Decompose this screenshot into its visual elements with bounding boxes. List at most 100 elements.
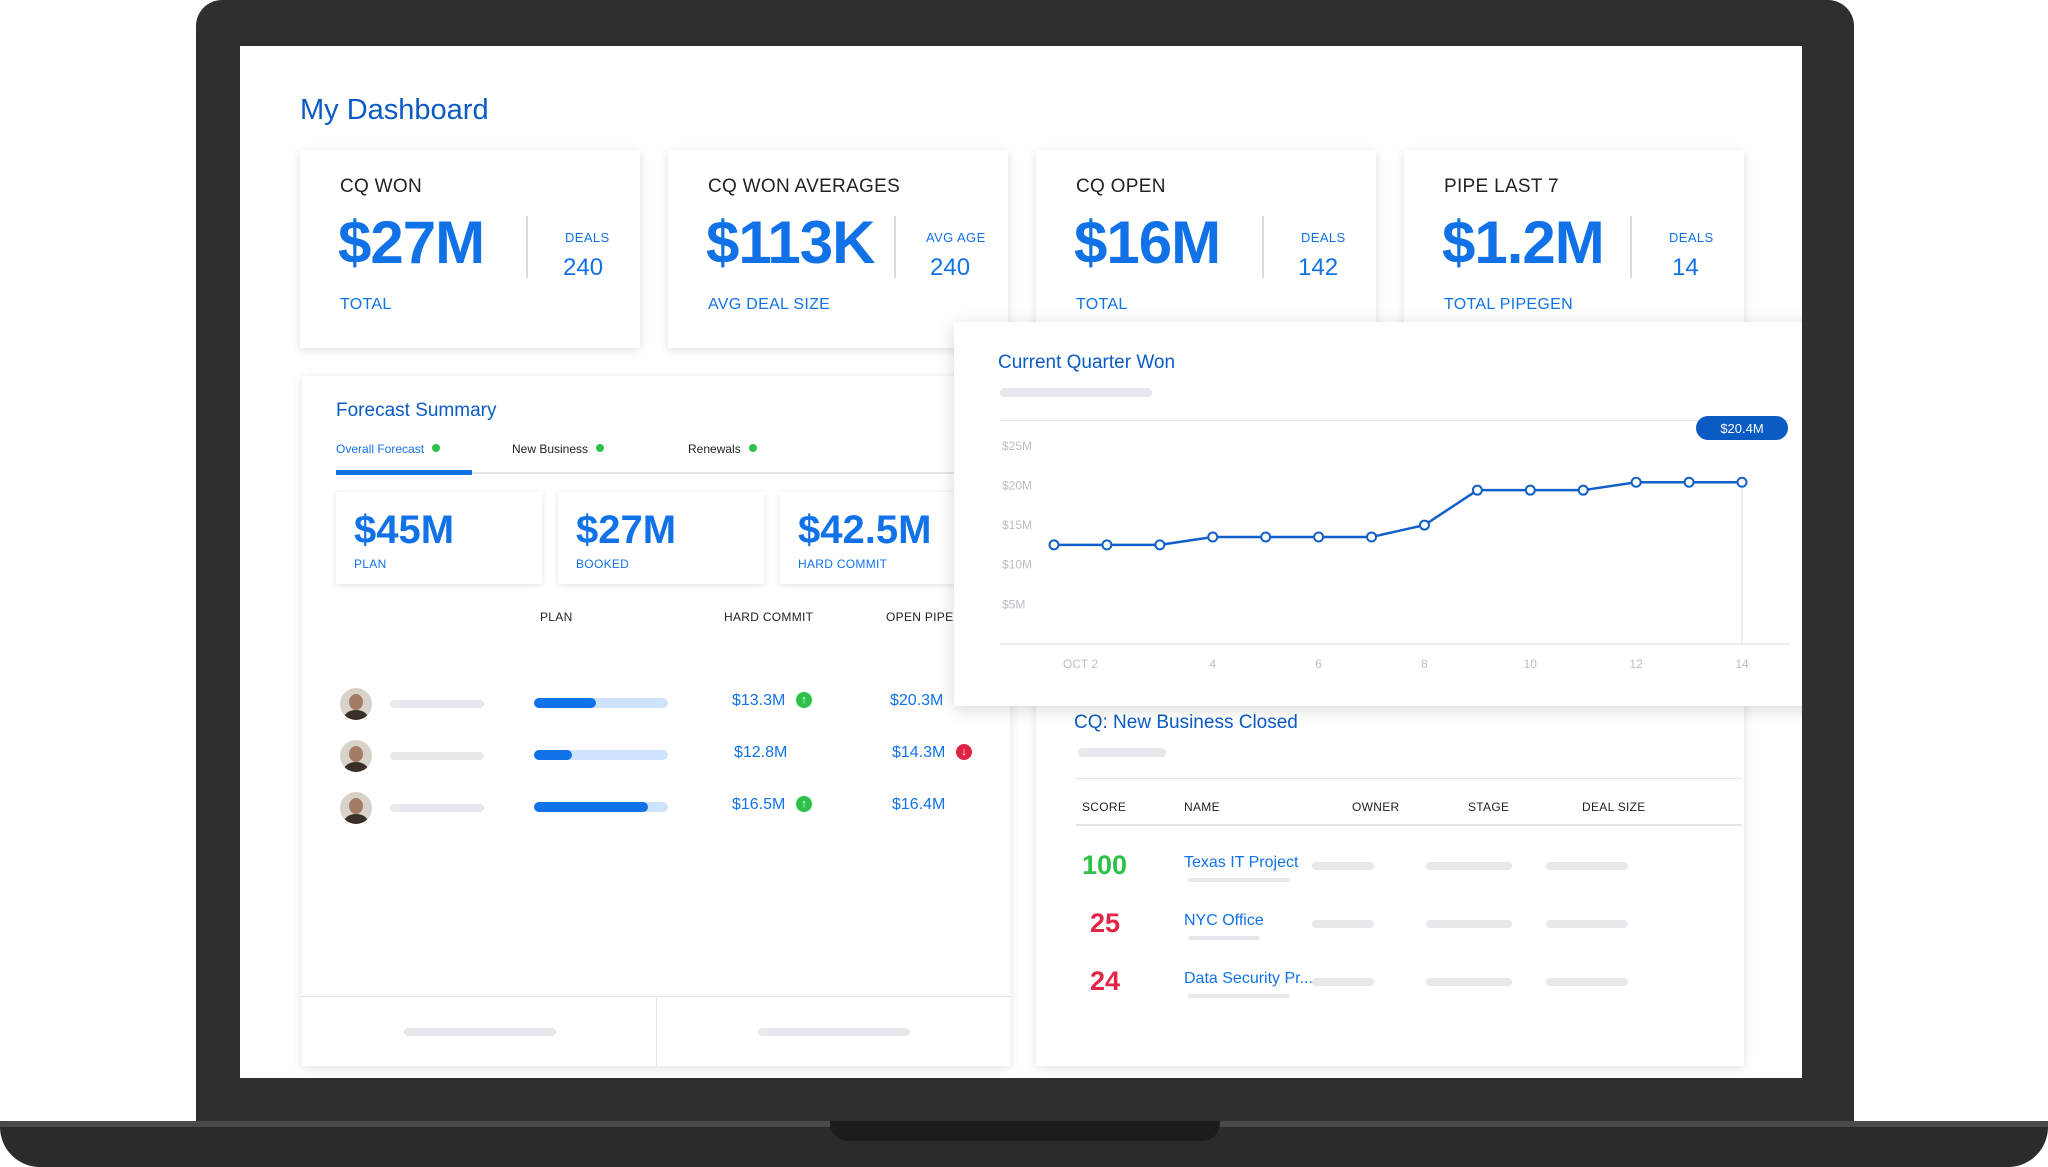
- column-header-score: SCORE: [1082, 800, 1127, 814]
- kpi-sub-label: DEALS: [565, 230, 610, 245]
- chart-subtitle-placeholder: [1000, 388, 1152, 397]
- data-point: [1524, 484, 1536, 496]
- data-point: [1048, 539, 1060, 551]
- plan-progress-bar: [534, 698, 668, 708]
- plan-progress-fill: [534, 750, 572, 760]
- tab-overall-forecast[interactable]: Overall Forecast: [336, 442, 441, 456]
- footer-placeholder: [404, 1028, 556, 1036]
- plan-summary-card[interactable]: $45M PLAN: [336, 492, 542, 584]
- column-header-plan: PLAN: [540, 610, 573, 624]
- deal-name-link[interactable]: Data Security Pr...: [1184, 970, 1313, 987]
- avatar[interactable]: [340, 740, 372, 772]
- status-dot: [432, 444, 441, 452]
- kpi-card-cq-won-averages[interactable]: CQ WON AVERAGES $113K AVG AGE 240 AVG DE…: [668, 150, 1008, 348]
- name-placeholder: [390, 804, 484, 812]
- x-tick-label: 14: [1735, 657, 1749, 671]
- plan-progress-bar: [534, 750, 668, 760]
- current-quarter-won-chart-card: Current Quarter Won $5M $10M $15M $20M $25M O…: [954, 322, 1802, 706]
- table-top-divider: [1076, 778, 1742, 779]
- status-dot: [596, 444, 605, 452]
- hard-commit-value: $16.5M: [732, 796, 786, 813]
- plan-progress-fill: [534, 698, 596, 708]
- open-pipe-value: $20.3M: [890, 692, 944, 709]
- subtitle-placeholder: [1078, 748, 1166, 757]
- kpi-divider: [894, 216, 896, 278]
- open-pipe-value: $14.3M: [892, 744, 946, 761]
- summary-label: HARD COMMIT: [798, 557, 888, 571]
- hard-commit-value: $13.3M: [732, 692, 786, 709]
- page-title: My Dashboard: [300, 94, 489, 126]
- deal-name-link[interactable]: NYC Office: [1184, 912, 1264, 929]
- kpi-value: $27M: [338, 209, 485, 276]
- data-point: [1207, 531, 1219, 543]
- plan-progress-bar: [534, 802, 668, 812]
- deal-size-placeholder: [1546, 920, 1628, 928]
- data-point: [1366, 531, 1378, 543]
- name-underline-placeholder: [1188, 878, 1290, 882]
- data-point: [1260, 531, 1272, 543]
- kpi-card-cq-won[interactable]: CQ WON $27M DEALS 240 TOTAL: [300, 150, 640, 348]
- new-business-closed-panel: CQ: New Business Closed SCORE NAME OWNER…: [1036, 686, 1744, 1066]
- booked-summary-card[interactable]: $27M BOOKED: [558, 492, 764, 584]
- column-header-deal-size: DEAL SIZE: [1582, 800, 1646, 814]
- active-tab-indicator: [336, 470, 472, 475]
- kpi-label: CQ WON: [340, 176, 423, 197]
- plan-progress-fill: [534, 802, 648, 812]
- tab-label: New Business: [512, 442, 589, 456]
- summary-value: $45M: [354, 508, 455, 552]
- stage-placeholder: [1426, 920, 1512, 928]
- deal-size-placeholder: [1546, 978, 1628, 986]
- column-header-stage: STAGE: [1468, 800, 1510, 814]
- x-tick-label: OCT 2: [1063, 657, 1098, 671]
- kpi-card-pipe-last-7[interactable]: PIPE LAST 7 $1.2M DEALS 14 TOTAL PIPEGEN: [1404, 150, 1744, 348]
- score-value: 25: [1090, 908, 1121, 938]
- name-placeholder: [390, 752, 484, 760]
- owner-placeholder: [1312, 862, 1374, 870]
- data-point: [1630, 476, 1642, 488]
- name-placeholder: [390, 700, 484, 708]
- column-header-name: NAME: [1184, 800, 1220, 814]
- x-tick-label: 10: [1524, 657, 1538, 671]
- data-point: [1101, 539, 1113, 551]
- trend-down-icon: ↓: [956, 744, 972, 760]
- avatar[interactable]: [340, 688, 372, 720]
- chart-title: Current Quarter Won: [998, 352, 1176, 373]
- kpi-foot-label: TOTAL PIPEGEN: [1444, 296, 1573, 313]
- column-header-hard-commit: HARD COMMIT: [724, 610, 814, 624]
- y-tick-label: $20M: [1002, 478, 1032, 492]
- deal-name-link[interactable]: Texas IT Project: [1184, 854, 1299, 871]
- score-value: 100: [1082, 850, 1128, 880]
- column-header-open-pipe: OPEN PIPE: [886, 610, 954, 624]
- data-point: [1577, 484, 1589, 496]
- owner-placeholder: [1312, 978, 1374, 986]
- kpi-divider: [1630, 216, 1632, 278]
- kpi-label: CQ WON AVERAGES: [708, 176, 901, 197]
- tab-renewals[interactable]: Renewals: [688, 442, 757, 456]
- table-header-divider: [1076, 824, 1742, 826]
- name-underline-placeholder: [1188, 994, 1290, 998]
- tab-new-business[interactable]: New Business: [512, 442, 605, 456]
- x-tick-label: 6: [1315, 657, 1322, 671]
- avatar[interactable]: [340, 792, 372, 824]
- summary-label: PLAN: [354, 557, 387, 571]
- kpi-card-cq-open[interactable]: CQ OPEN $16M DEALS 142 TOTAL: [1036, 150, 1376, 348]
- kpi-value: $16M: [1074, 209, 1221, 276]
- kpi-sub-value: 142: [1298, 254, 1339, 281]
- kpi-divider: [1262, 216, 1264, 278]
- panel-footer-separator: [656, 996, 657, 1066]
- hard-commit-summary-card[interactable]: $42.5M HARD COMMIT: [780, 492, 986, 584]
- data-point: [1154, 539, 1166, 551]
- data-point: [1313, 531, 1325, 543]
- tab-label: Renewals: [688, 442, 741, 456]
- kpi-value: $1.2M: [1442, 209, 1605, 276]
- dashboard-screen: My Dashboard CQ WON $27M DEALS 240 TOTAL…: [240, 46, 1802, 1078]
- kpi-foot-label: TOTAL: [1076, 296, 1128, 313]
- x-tick-label: 8: [1421, 657, 1428, 671]
- y-tick-label: $15M: [1002, 518, 1032, 532]
- kpi-sub-value: 240: [563, 254, 604, 281]
- kpi-sub-value: 14: [1672, 254, 1699, 281]
- open-pipe-value: $16.4M: [892, 796, 946, 813]
- value-tooltip: [1696, 416, 1788, 440]
- name-underline-placeholder: [1188, 936, 1260, 940]
- laptop-notch: [830, 1121, 1220, 1141]
